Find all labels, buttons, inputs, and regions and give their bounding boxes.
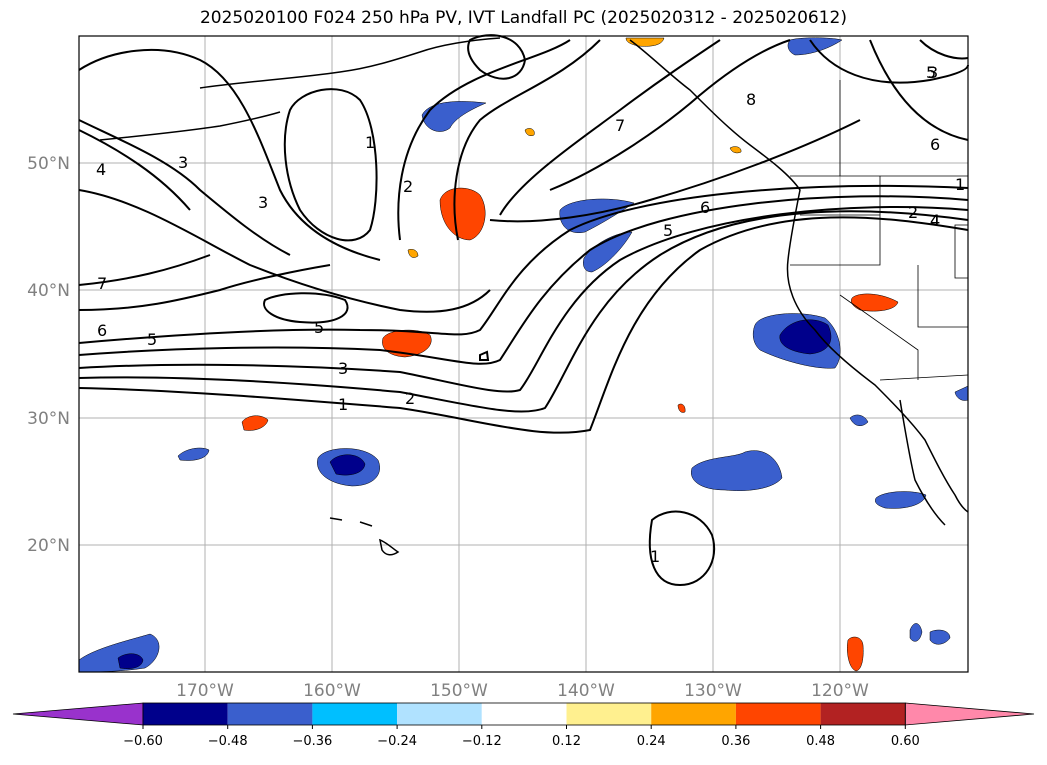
contour-label: 3 — [928, 63, 938, 82]
pv-positive-blob — [241, 415, 269, 431]
pv-negative-blob — [849, 414, 869, 426]
contour-label: 2 — [403, 177, 413, 196]
contour-labels: 1 2 3 4 5 6 7 8 3 4 3 2 1 2 3 5 5 6 7 1 … — [96, 63, 965, 566]
lat-label: 50°N — [27, 154, 70, 174]
pv-negative-blob — [117, 653, 144, 669]
colorbar-tick-label: 0.24 — [637, 734, 666, 749]
contour-label: 7 — [615, 116, 625, 135]
lat-label: 40°N — [27, 281, 70, 301]
colorbar-segment — [481, 703, 567, 725]
contour-label: 4 — [96, 160, 106, 179]
colorbar-frame — [142, 702, 906, 726]
contour-label: 7 — [97, 274, 107, 293]
pv-negative-blob — [583, 231, 633, 273]
map-title: 2025020100 F024 250 hPa PV, IVT Landfall… — [199, 8, 847, 28]
contour-label: 2 — [908, 203, 918, 222]
pv-negative-blob — [78, 633, 160, 673]
lat-label: 20°N — [27, 536, 70, 556]
lon-label: 130°W — [684, 681, 742, 701]
pv-negative-blob — [929, 629, 951, 645]
contour-label: 6 — [97, 321, 107, 340]
contour-label: 4 — [930, 211, 940, 230]
pv-positive-blob — [729, 146, 742, 154]
pv-negative-blob — [559, 198, 635, 234]
pv-negative-blob — [421, 101, 487, 132]
colorbar-segment — [312, 703, 398, 725]
contour-label: 4 — [930, 211, 940, 230]
pv-positive-blob — [847, 636, 864, 672]
colorbar-segment — [227, 703, 313, 725]
pv-positive-blob — [524, 128, 535, 137]
colorbar-extend-low — [12, 702, 144, 726]
coastlines — [99, 37, 969, 556]
pv-shading — [78, 37, 969, 673]
pv-negative-blob — [954, 385, 969, 401]
contour-label: 1 — [955, 175, 965, 194]
pv-positive-blob — [407, 249, 419, 258]
colorbar-segment — [397, 703, 482, 725]
colorbar-tick-label: −0.60 — [123, 734, 163, 749]
colorbar-tick-label: −0.12 — [462, 734, 502, 749]
colorbar-extend-high — [904, 702, 1035, 726]
contour-label: 5 — [314, 318, 324, 337]
pv-negative-blob — [875, 491, 927, 509]
ivt-contours — [78, 34, 969, 587]
contour-label: 3 — [338, 359, 348, 378]
pv-negative-blob — [779, 319, 832, 355]
pv-negative-blob — [690, 450, 783, 491]
contour-label: 1 — [650, 547, 660, 566]
contour-label: 6 — [700, 198, 710, 217]
latitude-labels: 50°N 40°N 30°N 20°N — [27, 154, 70, 556]
colorbar-segment — [820, 703, 906, 725]
political-borders — [790, 80, 969, 381]
contour-label: 6 — [930, 135, 940, 154]
pv-negative-blob — [909, 623, 923, 642]
contour-label: 5 — [926, 63, 936, 82]
pv-positive-blob — [439, 187, 486, 241]
pv-positive-blob — [851, 293, 899, 312]
contour-label: 3 — [178, 153, 188, 172]
colorbar-tick-label: 0.48 — [806, 734, 835, 749]
pv-positive-blob — [677, 403, 686, 413]
colorbar-tick-label: 0.36 — [721, 734, 750, 749]
contour-label: 8 — [746, 90, 756, 109]
colorbar-tick-label: 0.12 — [552, 734, 581, 749]
lon-label: 160°W — [303, 681, 361, 701]
pv-negative-blob — [329, 454, 366, 476]
contour-label: 5 — [663, 221, 673, 240]
colorbar: −0.60 −0.48 −0.36 −0.24 −0.12 0.12 0.24 0.36 0.4… — [12, 702, 1035, 749]
lon-label: 150°W — [430, 681, 488, 701]
pv-negative-blob — [177, 447, 210, 461]
colorbar-segment — [651, 703, 736, 725]
contour-label: 1 — [365, 133, 375, 152]
colorbar-tick-label: 0.60 — [891, 734, 920, 749]
map-frame — [78, 35, 969, 673]
colorbar-segment — [143, 703, 228, 725]
contour-label: 2 — [405, 389, 415, 408]
lon-label: 120°W — [811, 681, 869, 701]
colorbar-tick-label: −0.24 — [377, 734, 417, 749]
lon-label: 140°W — [557, 681, 615, 701]
longitude-labels: 170°W 160°W 150°W 140°W 130°W 120°W — [176, 681, 869, 701]
colorbar-tick-label: −0.48 — [208, 734, 248, 749]
contour-label: 5 — [147, 330, 157, 349]
colorbar-tick-label: −0.36 — [292, 734, 332, 749]
contour-label: 3 — [258, 193, 268, 212]
contour-label: 1 — [338, 395, 348, 414]
lon-label: 170°W — [176, 681, 234, 701]
colorbar-segment — [566, 703, 652, 725]
lat-label: 30°N — [27, 409, 70, 429]
colorbar-segment — [735, 703, 821, 725]
